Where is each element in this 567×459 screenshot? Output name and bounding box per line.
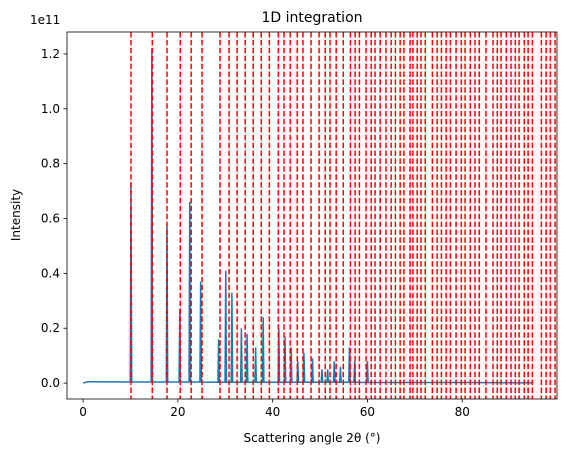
y-tick-label: 0.2 bbox=[41, 321, 60, 335]
y-tick-label: 0.0 bbox=[41, 376, 60, 390]
data-line bbox=[82, 48, 534, 384]
y-tick-label: 0.4 bbox=[41, 266, 60, 280]
x-tick-label: 0 bbox=[79, 405, 87, 419]
x-tick-label: 40 bbox=[265, 405, 280, 419]
y-tick-label: 0.8 bbox=[41, 157, 60, 171]
x-tick-label: 60 bbox=[360, 405, 375, 419]
frame bbox=[66, 31, 558, 400]
y-offset-label: 1e11 bbox=[30, 13, 60, 27]
x-axis-label: Scattering angle 2θ (°) bbox=[244, 431, 381, 445]
y-tick-label: 1.2 bbox=[41, 47, 60, 61]
x-tick-label: 80 bbox=[455, 405, 470, 419]
y-axis-label: Intensity bbox=[9, 189, 23, 241]
y-tick-label: 1.0 bbox=[41, 102, 60, 116]
y-tick-label: 0.6 bbox=[41, 212, 60, 226]
x-tick-label: 20 bbox=[170, 405, 185, 419]
chart-title: 1D integration bbox=[261, 10, 362, 26]
